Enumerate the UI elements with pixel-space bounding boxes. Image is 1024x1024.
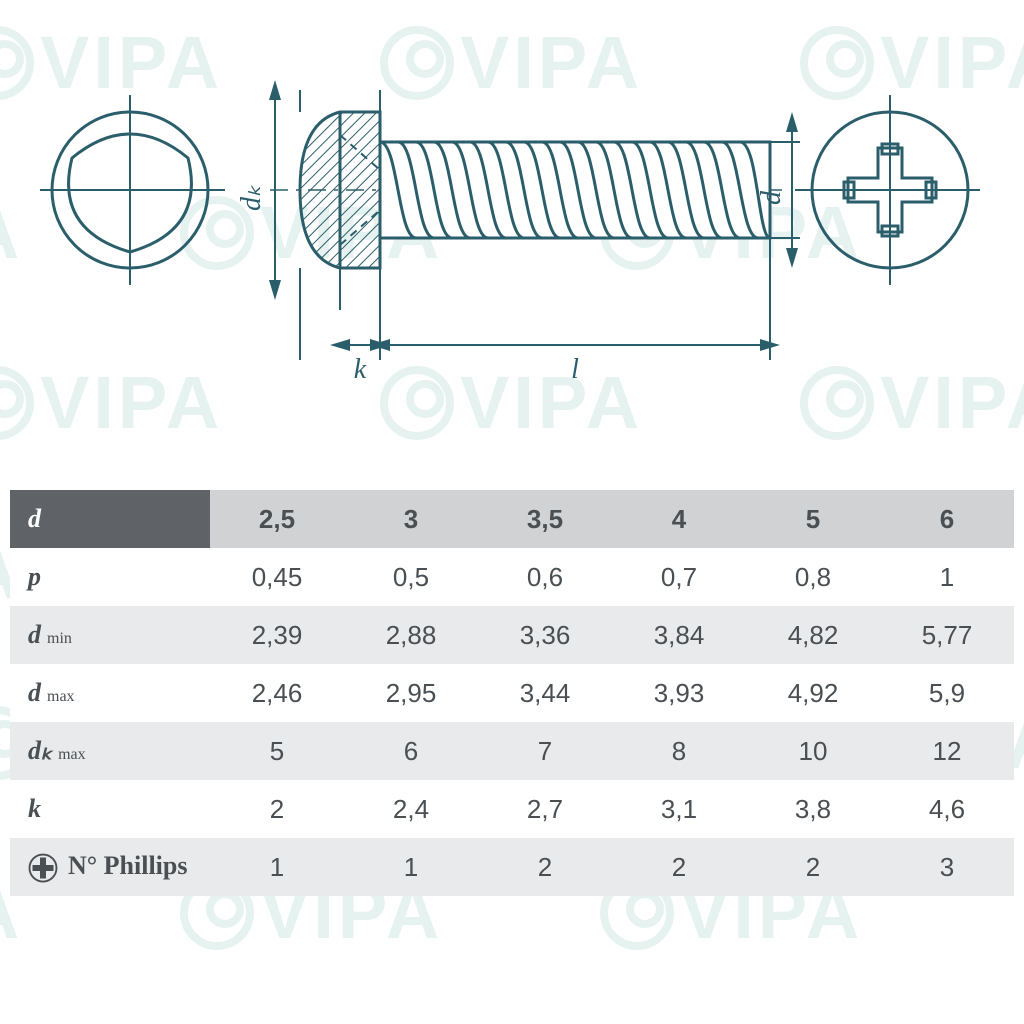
cell: 4,82	[746, 606, 880, 664]
row-label-text: dₖ	[28, 736, 52, 765]
table-row: d min2,392,883,363,844,825,77	[10, 606, 1014, 664]
cell: 2,95	[344, 664, 478, 722]
row-label-text: d	[28, 504, 41, 533]
cell: 10	[746, 722, 880, 780]
cell: 3,36	[478, 606, 612, 664]
cell: 2	[478, 838, 612, 896]
cell: 4	[612, 490, 746, 548]
cell: 1	[210, 838, 344, 896]
table-row: k 22,42,73,13,84,6	[10, 780, 1014, 838]
table-row: d 2,533,5456	[10, 490, 1014, 548]
cell: 3,8	[746, 780, 880, 838]
cell: 7	[478, 722, 612, 780]
row-label-text: p	[28, 562, 41, 591]
cell: 5,9	[880, 664, 1014, 722]
cell: 2,46	[210, 664, 344, 722]
cell: 3,93	[612, 664, 746, 722]
technical-diagram: dₖ d k l	[40, 50, 980, 430]
content: dₖ d k l d 2,5	[0, 0, 1024, 1024]
cell: 2	[746, 838, 880, 896]
svg-text:d: d	[756, 190, 787, 205]
cell: 2,4	[344, 780, 478, 838]
cell: 6	[344, 722, 478, 780]
row-label-sub: max	[54, 746, 86, 763]
row-label: N° Phillips	[10, 838, 210, 896]
dimensions-table: d2,533,5456p0,450,50,60,70,81d min2,392,…	[10, 490, 1014, 896]
cell: 2	[612, 838, 746, 896]
cell: 3,5	[478, 490, 612, 548]
table-row: N° Phillips112223	[10, 838, 1014, 896]
cell: 0,45	[210, 548, 344, 606]
cell: 5	[210, 722, 344, 780]
row-label: dₖ max	[10, 722, 210, 780]
table-row: d max2,462,953,443,934,925,9	[10, 664, 1014, 722]
cell: 4,6	[880, 780, 1014, 838]
row-label: d min	[10, 606, 210, 664]
cell: 3,84	[612, 606, 746, 664]
table-row: p 0,450,50,60,70,81	[10, 548, 1014, 606]
row-label: k	[10, 780, 210, 838]
cell: 3,44	[478, 664, 612, 722]
cell: 6	[880, 490, 1014, 548]
phillips-icon	[28, 853, 58, 883]
svg-text:l: l	[571, 354, 579, 385]
row-label-text: k	[28, 794, 41, 823]
row-label-text: N° Phillips	[68, 851, 188, 880]
cell: 2	[210, 780, 344, 838]
cell: 4,92	[746, 664, 880, 722]
cell: 5	[746, 490, 880, 548]
cell: 1	[880, 548, 1014, 606]
cell: 0,6	[478, 548, 612, 606]
row-label: p	[10, 548, 210, 606]
cell: 8	[612, 722, 746, 780]
cell: 0,7	[612, 548, 746, 606]
svg-text:k: k	[354, 354, 367, 385]
row-label-sub: min	[43, 630, 72, 647]
svg-text:dₖ: dₖ	[236, 184, 267, 211]
cell: 0,5	[344, 548, 478, 606]
cell: 3,1	[612, 780, 746, 838]
cell: 5,77	[880, 606, 1014, 664]
cell: 3	[344, 490, 478, 548]
row-label-text: d	[28, 620, 41, 649]
cell: 2,7	[478, 780, 612, 838]
cell: 0,8	[746, 548, 880, 606]
cell: 2,5	[210, 490, 344, 548]
row-label: d	[10, 490, 210, 548]
cell: 2,39	[210, 606, 344, 664]
cell: 3	[880, 838, 1014, 896]
row-label-sub: max	[43, 688, 75, 705]
row-label-text: d	[28, 678, 41, 707]
cell: 1	[344, 838, 478, 896]
cell: 12	[880, 722, 1014, 780]
table-row: dₖ max56781012	[10, 722, 1014, 780]
row-label: d max	[10, 664, 210, 722]
cell: 2,88	[344, 606, 478, 664]
